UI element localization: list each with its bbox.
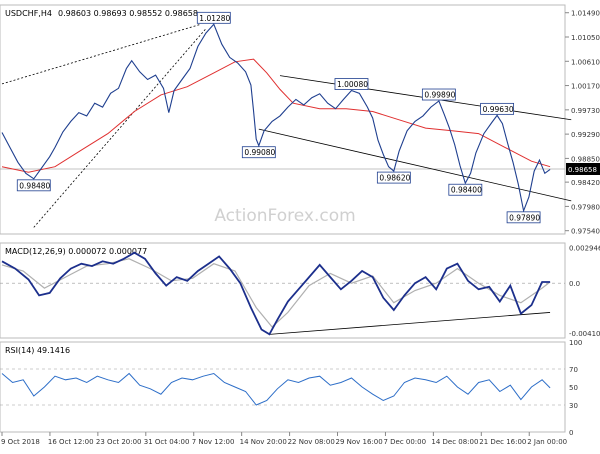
macd-panel: MACD(12,26,9) 0.000072 0.000077 0.002946… (0, 242, 600, 339)
time-tick-label: 14 Nov 20:00 (240, 438, 287, 446)
time-tick-label: 9 Oct 2018 (1, 438, 40, 446)
price-ma-line (1, 58, 551, 173)
time-tick-label: 29 Nov 16:00 (336, 438, 383, 446)
rsi-y-tick-label: 100 (569, 339, 582, 347)
price-level-label-box (448, 183, 483, 196)
rsi-panel-frame (0, 341, 566, 433)
macd-y-axis: 0.002946 0.0 -0.004104 (569, 244, 600, 338)
price-panel-frame (0, 4, 566, 235)
rsi-y-axis: 100 70 50 30 0 (569, 339, 582, 437)
macd-y-tick-label: 0.002946 (569, 244, 600, 252)
watermark: ActionForex.com (214, 206, 355, 226)
macd-series (0, 251, 565, 336)
rsi-y-tick-label: 30 (569, 402, 578, 410)
price-y-tick-label: 1.01050 (571, 34, 600, 42)
time-axis: 9 Oct 2018 16 Oct 12:00 23 Oct 20:00 31 Oct… (1, 432, 567, 446)
price-y-tick-label: 1.00610 (571, 58, 600, 66)
price-panel-title: USDCHF,H4 (5, 9, 52, 18)
rsi-y-tick-label: 50 (569, 384, 578, 392)
price-level-label: 0.98400 (451, 186, 482, 195)
macd-line (1, 251, 551, 336)
time-tick-label: 22 Nov 08:00 (288, 438, 335, 446)
price-level-label-box (196, 11, 231, 24)
current-price-label: 0.98658 (568, 166, 597, 174)
time-tick-label: 23 Oct 20:00 (96, 438, 142, 446)
price-ohlc-header: 0.98603 0.98693 0.98552 0.98658 (58, 9, 198, 18)
price-trendline (1, 23, 201, 85)
price-y-tick-label: 0.99290 (571, 131, 600, 139)
price-panel: USDCHF,H4 0.98603 0.98693 0.98552 0.9865… (0, 4, 600, 236)
price-y-tick-label: 0.97980 (571, 203, 600, 211)
rsi-panel-title: RSI(14) 49.1416 (5, 346, 70, 355)
price-labels: 0.98480 1.01280 0.99080 1.00080 0.98620 0.998… (16, 11, 541, 224)
time-tick-label: 31 Oct 04:00 (144, 438, 190, 446)
time-tick-label: 7 Dec 00:00 (383, 438, 426, 446)
macd-y-tick-label: 0.0 (569, 280, 580, 288)
price-level-label: 1.01280 (199, 14, 230, 23)
price-level-label: 0.97890 (509, 213, 540, 222)
price-level-label: 0.99080 (244, 148, 275, 157)
price-level-label-box (241, 146, 276, 159)
time-tick-label: 21 Dec 16:00 (479, 438, 526, 446)
macd-y-tick-label: -0.004104 (569, 330, 600, 338)
rsi-y-tick-label: 70 (569, 366, 578, 374)
time-tick-label: 2 Jan 00:00 (527, 438, 567, 446)
price-level-label: 0.99630 (483, 105, 514, 114)
price-y-axis: 1.01490 1.01050 1.00610 1.00170 0.99730 0.992… (565, 10, 600, 236)
rsi-y-tick-label: 0 (569, 429, 573, 437)
macd-trendline (269, 312, 551, 335)
price-level-label: 0.98480 (19, 181, 50, 190)
price-level-label-box (506, 211, 541, 224)
rsi-series (0, 368, 565, 406)
macd-panel-title: MACD(12,26,9) 0.000072 0.000077 (5, 247, 147, 256)
price-series (1, 23, 572, 228)
price-y-tick-label: 1.00170 (571, 83, 600, 91)
macd-panel-frame (0, 242, 566, 339)
time-tick-label: 16 Oct 12:00 (48, 438, 94, 446)
macd-signal-line (1, 258, 551, 328)
price-y-tick-label: 1.01490 (571, 10, 600, 18)
price-y-tick-label: 0.98850 (571, 155, 600, 163)
price-level-label-box (334, 78, 369, 90)
price-y-tick-label: 0.99730 (571, 107, 600, 115)
price-level-label: 0.99890 (424, 91, 455, 100)
price-level-label-box (421, 88, 456, 101)
price-line (1, 23, 551, 213)
price-level-label-box (480, 102, 515, 115)
rsi-line (1, 372, 551, 406)
price-level-label-box (376, 171, 411, 184)
current-price-box (566, 162, 600, 175)
price-y-tick-label: 0.98420 (571, 179, 600, 187)
rsi-panel: RSI(14) 49.1416 100 70 50 30 0 (0, 339, 582, 437)
time-tick-label: 7 Nov 12:00 (192, 438, 235, 446)
price-level-label-box (16, 179, 51, 192)
price-y-tick-label: 0.97540 (571, 228, 600, 236)
price-level-label: 0.98620 (379, 174, 410, 183)
price-level-label: 1.00080 (337, 80, 368, 89)
time-tick-label: 14 Dec 08:00 (431, 438, 478, 446)
